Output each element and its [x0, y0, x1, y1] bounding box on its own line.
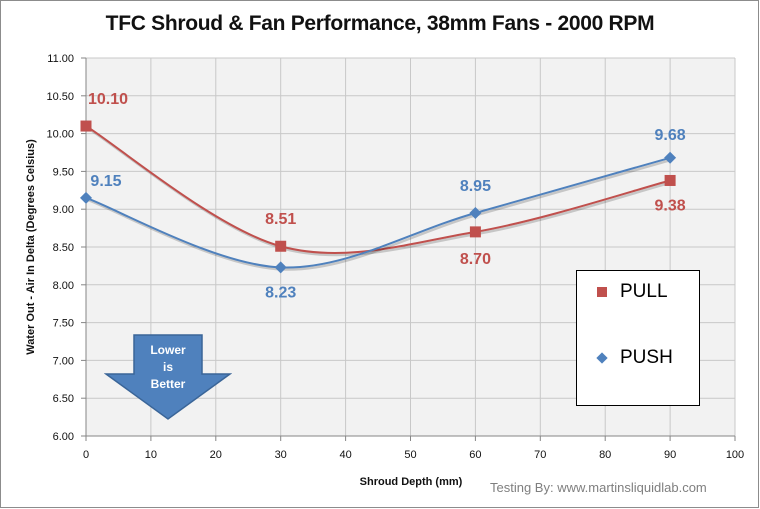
y-tick-label: 7.00 — [53, 355, 74, 367]
x-tick-label: 0 — [83, 449, 89, 461]
x-tick-label: 20 — [210, 449, 222, 461]
square-marker-icon — [597, 287, 607, 297]
y-tick-label: 6.00 — [53, 431, 74, 443]
arrow-label-line: Lower — [150, 343, 186, 357]
arrow-label: Lower is Better — [104, 342, 232, 393]
diamond-marker-icon — [596, 352, 608, 364]
pull-data-label: 8.51 — [265, 211, 296, 228]
down-arrow-icon — [104, 334, 232, 420]
y-tick-label: 10.00 — [46, 129, 74, 141]
pull-data-label: 9.38 — [655, 197, 686, 214]
y-tick-label: 11.00 — [47, 53, 74, 65]
lower-is-better-arrow: Lower is Better — [104, 333, 232, 421]
x-tick-label: 40 — [339, 449, 351, 461]
x-tick-label: 30 — [275, 449, 287, 461]
y-tick-label: 8.50 — [53, 242, 74, 254]
pull-marker — [469, 226, 481, 238]
series-layer — [80, 120, 677, 274]
y-tick-label: 9.50 — [53, 166, 74, 178]
pull-data-label: 10.10 — [88, 91, 128, 108]
push-data-label: 9.68 — [655, 127, 686, 144]
pull-marker — [275, 240, 287, 252]
pull-data-label: 8.70 — [460, 251, 491, 268]
y-tick-labels: 6.00 6.50 7.00 7.50 8.00 8.50 9.00 9.50 10.00 10.… — [46, 53, 74, 443]
push-data-label: 8.95 — [460, 178, 491, 195]
x-tick-labels: 0 10 20 30 40 50 60 70 80 90 100 — [83, 449, 744, 461]
pull-marker — [664, 174, 676, 186]
x-tick-label: 60 — [469, 449, 481, 461]
y-tick-label: 9.00 — [53, 204, 74, 216]
x-tick-label: 10 — [145, 449, 157, 461]
push-marker — [664, 151, 677, 164]
legend-label: PUSH — [620, 347, 673, 368]
legend-label: PULL — [620, 281, 668, 302]
push-data-label: 8.23 — [265, 284, 296, 301]
push-line — [85, 156, 671, 269]
data-labels: 10.10 8.51 8.70 9.38 9.15 8.23 8.95 9.68 — [88, 91, 686, 301]
push-marker — [469, 206, 482, 219]
push-line-shadow — [87, 158, 672, 271]
legend-item-push: PUSH — [596, 347, 673, 369]
push-marker — [80, 191, 92, 204]
pull-marker — [80, 120, 92, 132]
x-tick-label: 50 — [404, 449, 416, 461]
y-tick-label: 8.00 — [53, 280, 74, 292]
credit-text: Testing By: www.martinsliquidlab.com — [490, 480, 707, 495]
x-tick-label: 90 — [664, 449, 676, 461]
x-axis-title: Shroud Depth (mm) — [360, 476, 463, 488]
legend: PULL PUSH — [576, 270, 700, 406]
x-tick-label: 80 — [599, 449, 611, 461]
push-data-label: 9.15 — [90, 173, 121, 190]
y-tick-label: 7.50 — [53, 318, 74, 330]
push-marker — [274, 261, 287, 274]
y-tick-label: 6.50 — [53, 393, 74, 405]
x-tick-label: 70 — [534, 449, 546, 461]
chart-title: TFC Shroud & Fan Performance, 38mm Fans … — [105, 12, 655, 35]
y-tick-label: 10.50 — [46, 91, 74, 103]
arrow-label-line: is — [162, 360, 173, 374]
arrow-label-line: Better — [150, 377, 186, 391]
x-tick-label: 100 — [726, 449, 744, 461]
y-axis-title: Water Out - Air In Delta (Degrees Celsiu… — [25, 139, 37, 355]
legend-item-pull: PULL — [597, 281, 668, 303]
